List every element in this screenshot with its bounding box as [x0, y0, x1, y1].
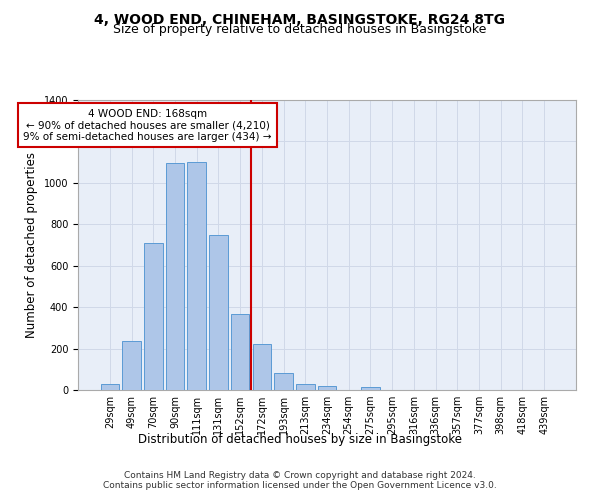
Bar [361, 387, 380, 390]
Bar [296, 384, 314, 390]
Bar [274, 374, 293, 390]
Text: Distribution of detached houses by size in Basingstoke: Distribution of detached houses by size … [138, 432, 462, 446]
Bar [101, 384, 119, 390]
Bar [122, 342, 141, 390]
Bar [231, 314, 250, 390]
Text: 4 WOOD END: 168sqm
← 90% of detached houses are smaller (4,210)
9% of semi-detac: 4 WOOD END: 168sqm ← 90% of detached hou… [23, 108, 272, 142]
Y-axis label: Number of detached properties: Number of detached properties [25, 152, 38, 338]
Bar [253, 344, 271, 390]
Text: 4, WOOD END, CHINEHAM, BASINGSTOKE, RG24 8TG: 4, WOOD END, CHINEHAM, BASINGSTOKE, RG24… [95, 12, 505, 26]
Bar [318, 386, 336, 390]
Text: Contains HM Land Registry data © Crown copyright and database right 2024.
Contai: Contains HM Land Registry data © Crown c… [103, 470, 497, 490]
Bar [144, 243, 163, 390]
Bar [187, 162, 206, 390]
Bar [166, 163, 184, 390]
Bar [209, 234, 227, 390]
Text: Size of property relative to detached houses in Basingstoke: Size of property relative to detached ho… [113, 22, 487, 36]
